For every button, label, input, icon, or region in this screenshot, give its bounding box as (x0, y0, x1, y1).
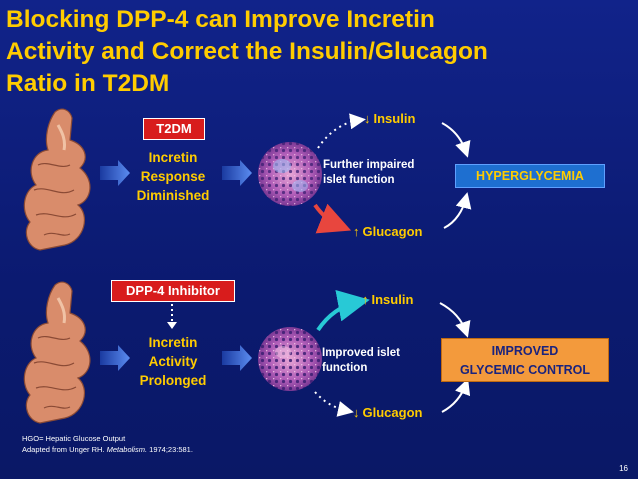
page-number: 16 (619, 464, 628, 473)
insulin-text: Insulin (371, 292, 414, 307)
curved-arrow-icon (441, 122, 471, 158)
islet-cells-icon (258, 327, 322, 391)
glucagon-text: Glucagon (362, 405, 423, 420)
footnote-abbreviation: HGO= Hepatic Glucose Output (22, 434, 126, 443)
outcome-line-1: IMPROVED (491, 344, 559, 358)
activity-line: Activity (148, 354, 198, 369)
islet-line-1: Further impaired (323, 159, 415, 171)
slide-title: Blocking DPP-4 can Improve Incretin Acti… (6, 4, 606, 100)
reference-author: Adapted from Unger RH. (22, 445, 107, 454)
curved-arrow-icon (439, 302, 471, 338)
islet-line-1: Improved islet (322, 347, 400, 359)
down-arrow-icon: ↓ (364, 111, 371, 126)
intestine-icon (23, 281, 91, 424)
title-line-1: Blocking DPP-4 can Improve Incretin (6, 6, 435, 33)
curved-arrow-icon (443, 192, 472, 229)
insulin-text: Insulin (373, 111, 416, 126)
incretin-diminished-text: Incretin Response Diminished (112, 148, 234, 205)
diminished-line: Diminished (136, 188, 210, 203)
curved-arrow-icon (316, 289, 370, 332)
hyperglycemia-box: HYPERGLYCEMIA (455, 164, 605, 188)
glucagon-text: Glucagon (362, 224, 423, 239)
response-line: Response (140, 169, 206, 184)
footnote: HGO= Hepatic Glucose Output Adapted from… (22, 433, 193, 455)
dotted-arrow-icon (314, 391, 354, 417)
islet-function-text: Further impaired islet function (323, 158, 448, 188)
insulin-down-label: ↓ Insulin (364, 111, 415, 126)
up-arrow-icon: ↑ (353, 224, 360, 239)
incretin-prolonged-text: Incretin Activity Prolonged (112, 333, 234, 390)
right-arrow-icon (222, 345, 252, 371)
glucagon-up-label: ↑ Glucagon (353, 224, 422, 239)
improved-islet-text: Improved islet function (322, 346, 437, 376)
right-arrow-icon (222, 160, 252, 186)
islet-cells-icon (258, 142, 322, 206)
right-arrow-icon (100, 160, 130, 186)
reference-citation: 1974;23:581. (147, 445, 193, 454)
t2dm-tag: T2DM (143, 118, 205, 140)
curved-arrow-icon (313, 203, 352, 234)
incretin-line: Incretin (148, 150, 198, 165)
curved-arrow-icon (441, 378, 471, 413)
improved-glycemic-control-box: IMPROVED GLYCEMIC CONTROL (441, 338, 609, 382)
glucagon-down-label: ↓ Glucagon (353, 405, 422, 420)
footnote-reference: Adapted from Unger RH. Metabolism. 1974;… (22, 444, 193, 455)
dotted-arrow-icon (317, 113, 366, 149)
islet-line-2: islet function (323, 174, 395, 186)
up-arrow-icon: ↑ (362, 292, 369, 307)
incretin-line: Incretin (148, 335, 198, 350)
title-line-2: Activity and Correct the Insulin/Glucago… (6, 38, 488, 65)
title-line-3: Ratio in T2DM (6, 70, 170, 97)
down-arrow-icon: ↓ (353, 405, 360, 420)
right-arrow-icon (100, 345, 130, 371)
intestine-icon (23, 108, 91, 251)
islet-line-2: function (322, 362, 368, 374)
insulin-up-label: ↑ Insulin (362, 292, 413, 307)
arrowhead-icon (167, 322, 177, 329)
dpp4-inhibitor-tag: DPP-4 Inhibitor (111, 280, 235, 302)
reference-journal: Metabolism. (106, 445, 148, 454)
prolonged-line: Prolonged (139, 373, 207, 388)
outcome-line-2: GLYCEMIC CONTROL (459, 363, 591, 377)
